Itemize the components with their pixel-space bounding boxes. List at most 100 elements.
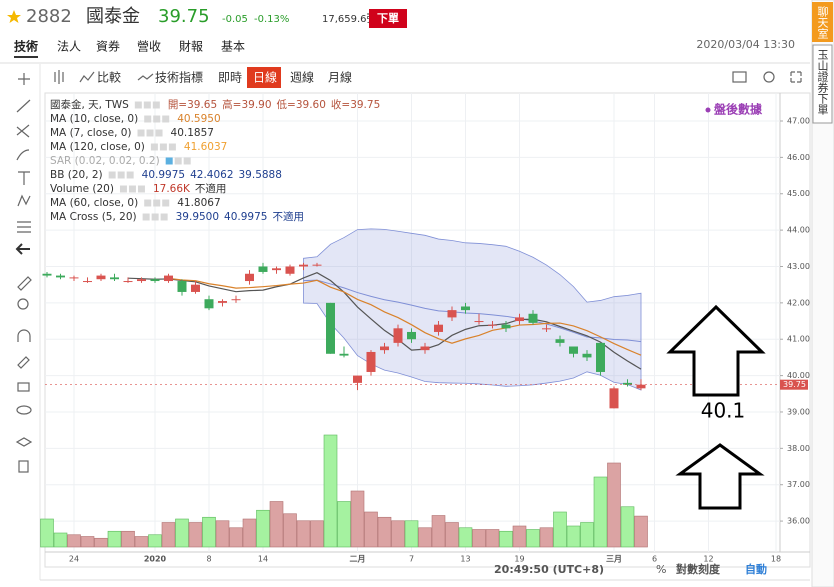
volume-bar [337,501,351,548]
toolbar-item[interactable]: 技術指標 [155,70,203,85]
volume-bar [593,476,608,548]
volume-bar [148,534,162,548]
legend-control[interactable] [108,171,116,179]
legend-control[interactable] [153,115,161,123]
legend-control[interactable] [168,143,176,151]
icon-pattern[interactable] [17,194,31,207]
legend-control[interactable] [159,143,167,151]
tab[interactable]: 營收 [137,40,161,54]
last-price-tag [780,379,808,390]
broker-button[interactable] [812,44,833,124]
legend-control[interactable] [117,171,125,179]
legend-control[interactable] [151,213,159,221]
icon-layers[interactable] [15,437,33,447]
legend-control[interactable] [137,129,145,137]
icon-crosshair[interactable] [18,73,30,85]
legend-control[interactable] [146,129,154,137]
order-button-label[interactable]: 下單 [377,12,399,25]
order-button[interactable] [369,9,407,28]
watermark-dot [705,107,711,113]
legend-control[interactable] [119,185,127,193]
chat-label[interactable]: 聊天室 [816,5,829,39]
y-tick-label: 43.00 [787,262,810,271]
legend-label: 國泰金, 天, TWS [50,98,129,111]
icon-lock-draw[interactable] [17,356,30,369]
bollinger-mid [303,279,642,343]
icon-magnet[interactable] [17,329,31,342]
icon-brush[interactable] [16,149,30,161]
legend-control[interactable] [150,143,158,151]
legend-value: 不適用 [272,210,304,223]
volume-bar [526,529,540,548]
icon-eye[interactable] [16,405,32,415]
chat-button[interactable] [812,2,833,42]
legend-control[interactable] [128,185,136,193]
volume-bar [296,520,311,548]
candle-body [380,346,389,351]
broker-label[interactable]: 玉山證券下單 [816,49,829,115]
icon-camera[interactable] [732,71,747,83]
candle-body [123,281,133,283]
tab[interactable]: 基本 [221,40,245,54]
legend-control[interactable] [153,199,161,207]
legend-control[interactable] [155,129,163,137]
toolbar-active[interactable] [247,67,281,88]
legend-control[interactable] [143,101,151,109]
volume-bar [607,462,621,548]
legend-control[interactable] [152,101,160,109]
log-toggle[interactable]: 對數刻度 [676,562,721,576]
toolbar-item[interactable]: 週線 [290,70,314,85]
favorite-star[interactable] [7,10,21,23]
legend-control[interactable] [134,101,142,109]
legend-control[interactable] [142,213,150,221]
percent-toggle[interactable]: % [656,563,666,576]
icon-fib[interactable] [16,124,30,138]
legend-control[interactable] [162,199,170,207]
icon-lock[interactable] [17,382,30,392]
legend-control[interactable] [126,171,134,179]
legend-control[interactable] [160,213,168,221]
toolbar-item[interactable]: 即時 [218,71,242,85]
legend-control[interactable] [162,115,170,123]
legend-control[interactable] [144,199,152,207]
toolbar-item[interactable]: 月線 [328,70,352,85]
candle-body [42,273,52,276]
icon-compare[interactable] [79,71,95,83]
toolbar-item[interactable]: 日線 [253,70,277,85]
legend-control[interactable] [174,157,182,165]
icon-back[interactable] [15,243,30,255]
icon-line[interactable] [16,99,31,113]
icon-measure[interactable] [17,221,31,233]
annotation: 40.1 [701,399,746,423]
legend-value: 42.4062 [190,169,233,181]
icon-trash[interactable] [18,460,29,473]
volume-bar [472,529,486,548]
icon-fullscreen[interactable] [790,71,802,83]
icon-text[interactable] [18,171,30,185]
tab[interactable]: 財報 [179,39,203,54]
toolbar-item[interactable]: 比較 [97,70,121,85]
tab[interactable]: 資券 [96,39,120,54]
volume-bar [242,518,257,548]
candle-body [582,353,592,358]
volume-bar [553,511,567,548]
icon-settings[interactable] [763,71,775,83]
volume-bar [350,490,365,548]
icon-indicator[interactable] [137,73,154,81]
annotation-arrow [666,304,766,397]
auto-toggle[interactable]: 自動 [745,562,767,576]
volume-bar [202,516,216,548]
icon-ruler[interactable] [17,276,32,291]
legend-control[interactable] [144,115,152,123]
legend-control[interactable] [183,157,191,165]
icon-candles[interactable] [54,70,64,84]
y-tick-label: 40.00 [787,371,810,380]
legend-control[interactable] [137,185,145,193]
icon-zoom[interactable] [17,298,29,310]
bollinger-band [303,228,642,391]
x-tick-label: 二月 [350,555,366,564]
legend-control[interactable] [165,157,173,165]
volume-bar [229,527,243,548]
tab[interactable]: 技術 [14,39,38,54]
tab[interactable]: 法人 [57,40,81,54]
